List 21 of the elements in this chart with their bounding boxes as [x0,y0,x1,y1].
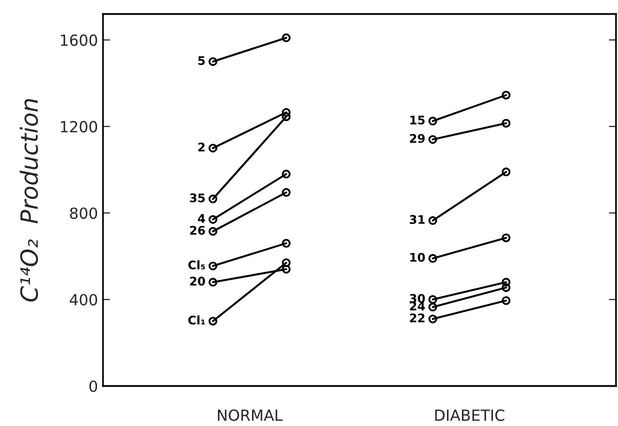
y-tick-label: 400 [70,294,98,306]
series-label: 35 [190,193,205,202]
y-tick-label: 0 [89,380,98,392]
y-tick-label: 1600 [60,34,98,46]
series-label: 4 [198,214,206,223]
series-label: 22 [410,313,424,322]
series-label: 20 [190,276,206,286]
series-label: 29 [410,134,425,143]
series-label: 26 [190,226,205,235]
text: DIABETIC [435,409,504,421]
text: NORMAL [218,409,283,421]
series-label: 2 [198,142,205,152]
series-label: 15 [410,116,425,124]
series-label: 10 [410,252,425,262]
series-label: Cl₁ [188,315,205,325]
y-axis-title: C¹⁴O₂ Production [20,99,38,302]
series-label: 5 [198,56,205,66]
series-label: Cl₅ [188,260,205,270]
y-tick-label: 800 [70,207,98,219]
series-label: 31 [410,215,425,224]
y-tick-label: 1200 [60,120,98,132]
